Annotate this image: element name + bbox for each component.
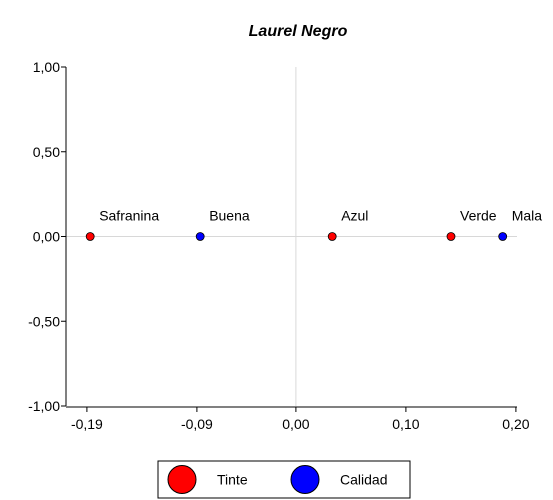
legend-box	[157, 460, 411, 499]
data-point	[195, 232, 205, 241]
legend-label: Tinte	[217, 472, 248, 488]
y-tick-label: -0,50	[28, 313, 60, 329]
data-point	[85, 232, 95, 241]
x-tick-label: -0,19	[71, 416, 103, 432]
axes: 1,00 0,50 0,00 -0,50 -1,00 -0,19 -0,09 0,00 0,10…	[28, 59, 530, 432]
y-tick-label: -1,00	[28, 398, 60, 414]
point-label: Buena	[209, 208, 250, 224]
y-tick-label: 0,50	[33, 144, 60, 160]
x-tick-label: -0,09	[181, 416, 213, 432]
point-label: Mala	[512, 208, 543, 224]
legend-marker	[290, 465, 320, 494]
point-label: Azul	[341, 208, 368, 224]
data-point	[498, 232, 508, 241]
point-label: Verde	[460, 208, 497, 224]
data-point	[327, 232, 337, 241]
legend-marker	[167, 465, 197, 494]
point-label: Safranina	[99, 208, 159, 224]
y-tick-label: 0,00	[33, 229, 60, 245]
legend: Tinte Calidad	[157, 460, 411, 499]
x-tick-label: 0,10	[392, 416, 419, 432]
y-tick-label: 1,00	[33, 59, 60, 75]
data-points: Safranina Azul Verde Buena Mala	[85, 208, 543, 241]
x-tick-label: 0,00	[282, 416, 309, 432]
chart-title: Laurel Negro	[249, 23, 348, 40]
x-tick-label: 0,20	[502, 416, 529, 432]
legend-label: Calidad	[340, 472, 387, 488]
data-point	[446, 232, 456, 241]
grid-lines	[66, 67, 517, 406]
